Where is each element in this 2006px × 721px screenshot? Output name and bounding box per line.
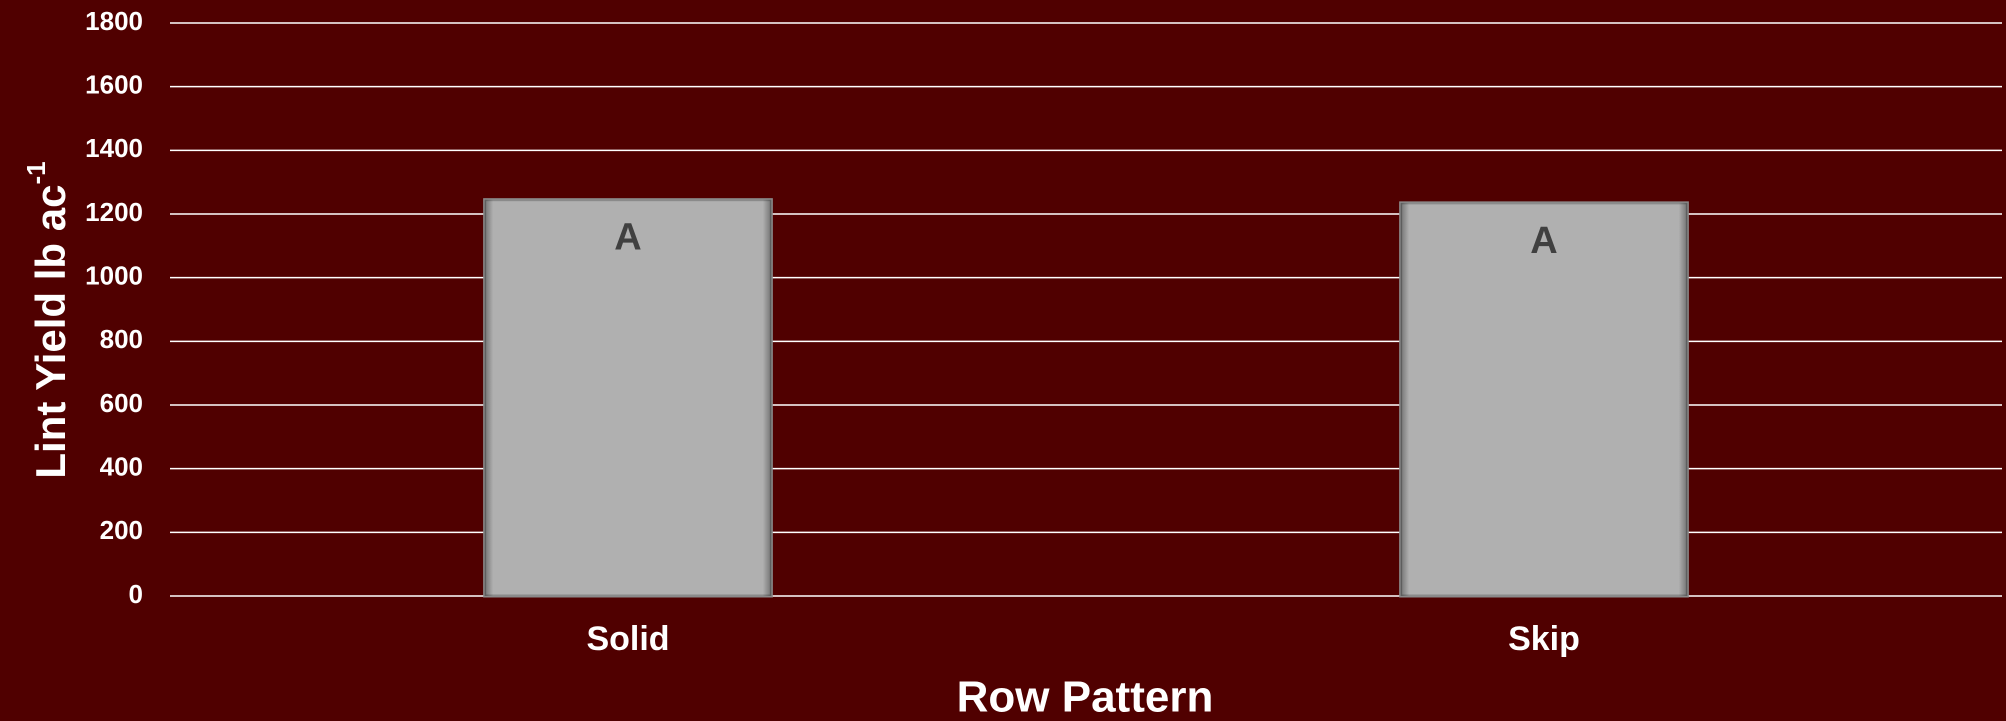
y-tick-label: 800 [100,324,143,354]
bar-shade [484,199,772,597]
bar-label: A [614,217,641,259]
y-axis-title-text: Lint Yield lb ac [27,185,74,479]
y-tick-label: 1400 [85,133,143,163]
bar-shade [1400,202,1688,596]
x-tick-label: Solid [586,620,669,658]
x-tick-label: Skip [1508,620,1580,658]
bar-label: A [1530,220,1557,262]
y-tick-label: 1600 [85,70,143,100]
y-axis-title: Lint Yield lb ac-1 [21,161,74,478]
y-axis-title-superscript: -1 [21,161,51,184]
y-tick-label: 200 [100,515,143,545]
y-tick-label: 600 [100,388,143,418]
y-tick-label: 1800 [85,6,143,36]
y-tick-label: 1200 [85,197,143,227]
y-tick-label: 0 [129,579,143,609]
y-tick-label: 1000 [85,261,143,291]
y-tick-label: 400 [100,452,143,482]
x-axis-title: Row Pattern [957,673,1214,721]
